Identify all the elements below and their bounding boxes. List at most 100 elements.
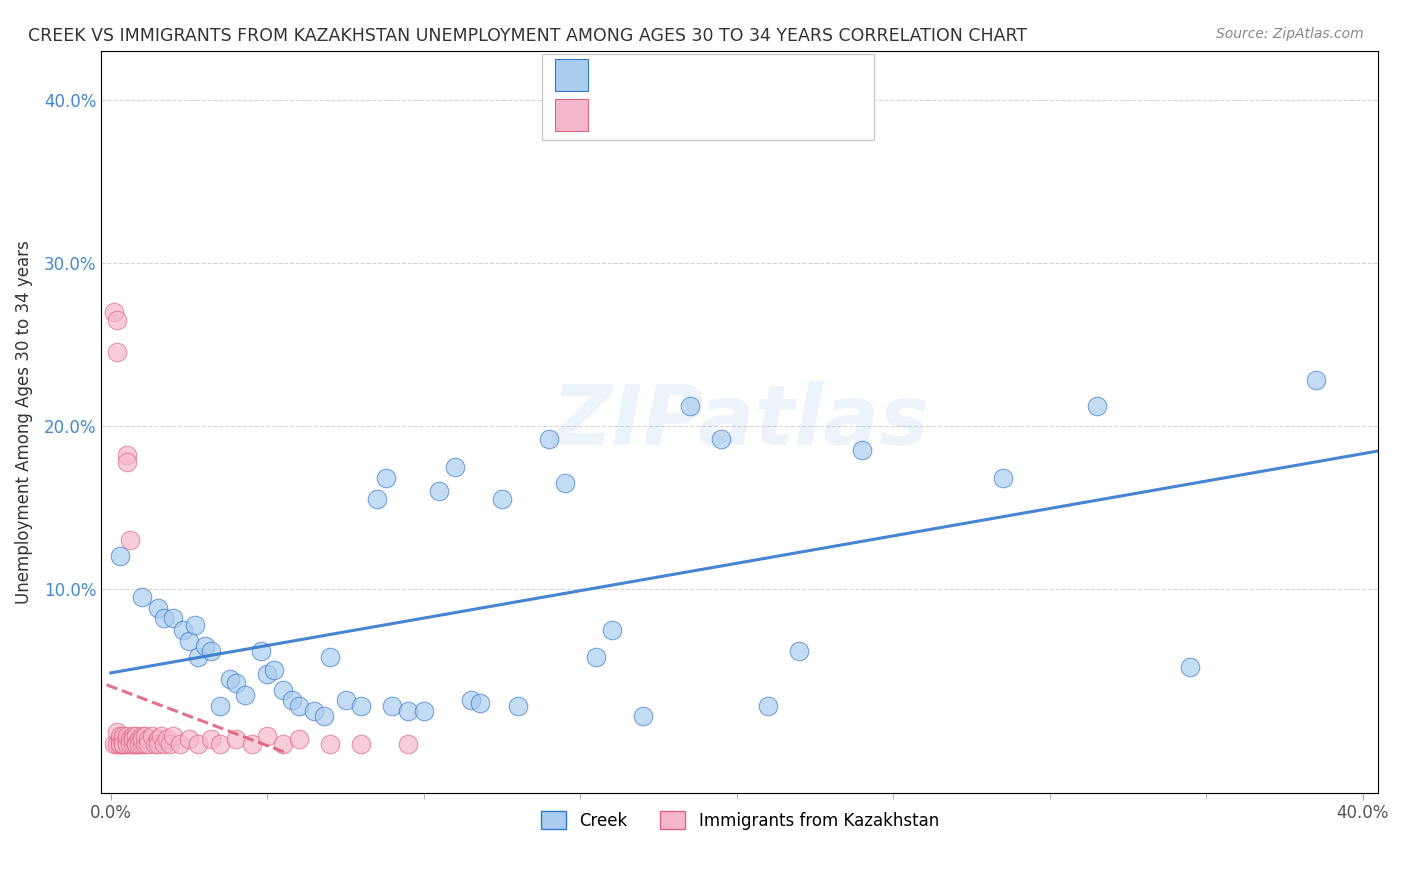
Point bbox=[335, 692, 357, 706]
Point bbox=[128, 737, 150, 751]
Point bbox=[287, 699, 309, 714]
Point bbox=[271, 737, 294, 751]
Point bbox=[121, 731, 143, 746]
Point bbox=[350, 699, 373, 714]
Point bbox=[366, 492, 388, 507]
Point bbox=[110, 731, 132, 746]
Point bbox=[1305, 373, 1327, 387]
Point bbox=[460, 692, 482, 706]
Point bbox=[172, 623, 194, 637]
Point bbox=[110, 737, 132, 751]
Point bbox=[177, 731, 200, 746]
Point bbox=[121, 729, 143, 743]
Point bbox=[115, 448, 138, 462]
Point bbox=[125, 737, 148, 751]
Point bbox=[491, 492, 513, 507]
Point bbox=[209, 737, 232, 751]
Point bbox=[112, 729, 135, 743]
Point bbox=[131, 731, 153, 746]
Point bbox=[281, 692, 304, 706]
Point bbox=[138, 731, 160, 746]
Point bbox=[105, 737, 128, 751]
Point bbox=[115, 455, 138, 469]
Point bbox=[235, 688, 257, 702]
Point bbox=[312, 709, 335, 723]
Point bbox=[429, 483, 451, 498]
Point bbox=[256, 666, 278, 681]
Point bbox=[209, 699, 232, 714]
Point bbox=[125, 729, 148, 743]
Point bbox=[162, 729, 184, 743]
Point bbox=[194, 639, 217, 653]
Point bbox=[756, 699, 779, 714]
Point bbox=[112, 737, 135, 751]
Text: ZIPatlas: ZIPatlas bbox=[551, 381, 929, 462]
Point bbox=[105, 345, 128, 359]
Point bbox=[105, 312, 128, 326]
Point bbox=[679, 399, 702, 413]
Point bbox=[187, 650, 209, 665]
Point bbox=[187, 737, 209, 751]
Point bbox=[146, 601, 169, 615]
Point bbox=[225, 731, 247, 746]
Point bbox=[112, 737, 135, 751]
Point bbox=[125, 737, 148, 751]
Point bbox=[250, 644, 273, 658]
Point bbox=[319, 650, 342, 665]
Point bbox=[304, 704, 326, 718]
Point bbox=[350, 737, 373, 751]
Point bbox=[169, 737, 191, 751]
Point bbox=[112, 731, 135, 746]
Point bbox=[134, 729, 156, 743]
Point bbox=[131, 729, 153, 743]
Point bbox=[149, 729, 172, 743]
Point bbox=[110, 737, 132, 751]
Point bbox=[200, 731, 222, 746]
Point bbox=[115, 729, 138, 743]
Point bbox=[263, 664, 285, 678]
Point bbox=[271, 682, 294, 697]
Point bbox=[118, 731, 141, 746]
Point bbox=[138, 737, 160, 751]
Point bbox=[600, 623, 623, 637]
Point bbox=[240, 737, 263, 751]
Point bbox=[115, 737, 138, 751]
Point bbox=[153, 611, 176, 625]
Point bbox=[225, 676, 247, 690]
Point bbox=[381, 699, 404, 714]
Point bbox=[787, 644, 810, 658]
Point bbox=[710, 432, 733, 446]
Point bbox=[1180, 660, 1202, 674]
Point bbox=[156, 731, 179, 746]
Point bbox=[146, 737, 169, 751]
Point bbox=[287, 731, 309, 746]
Point bbox=[184, 617, 207, 632]
Point bbox=[468, 696, 491, 710]
Point bbox=[143, 737, 166, 751]
Point bbox=[537, 432, 560, 446]
Point bbox=[851, 443, 873, 458]
Y-axis label: Unemployment Among Ages 30 to 34 years: Unemployment Among Ages 30 to 34 years bbox=[15, 240, 32, 604]
Point bbox=[115, 731, 138, 746]
Legend: Creek, Immigrants from Kazakhstan: Creek, Immigrants from Kazakhstan bbox=[534, 805, 946, 837]
Point bbox=[103, 304, 125, 318]
Point bbox=[444, 459, 467, 474]
Point bbox=[200, 644, 222, 658]
Point bbox=[396, 737, 419, 751]
Point bbox=[1085, 399, 1108, 413]
Point bbox=[554, 475, 576, 490]
Point bbox=[159, 737, 181, 751]
Point bbox=[991, 471, 1014, 485]
Point bbox=[131, 590, 153, 604]
Point bbox=[319, 737, 342, 751]
Point bbox=[375, 471, 398, 485]
Point bbox=[118, 533, 141, 547]
Point bbox=[105, 725, 128, 739]
Point bbox=[177, 634, 200, 648]
Text: Source: ZipAtlas.com: Source: ZipAtlas.com bbox=[1216, 27, 1364, 41]
Point bbox=[153, 737, 176, 751]
Point bbox=[146, 731, 169, 746]
Point bbox=[218, 672, 240, 686]
Point bbox=[396, 704, 419, 718]
Text: CREEK VS IMMIGRANTS FROM KAZAKHSTAN UNEMPLOYMENT AMONG AGES 30 TO 34 YEARS CORRE: CREEK VS IMMIGRANTS FROM KAZAKHSTAN UNEM… bbox=[28, 27, 1028, 45]
